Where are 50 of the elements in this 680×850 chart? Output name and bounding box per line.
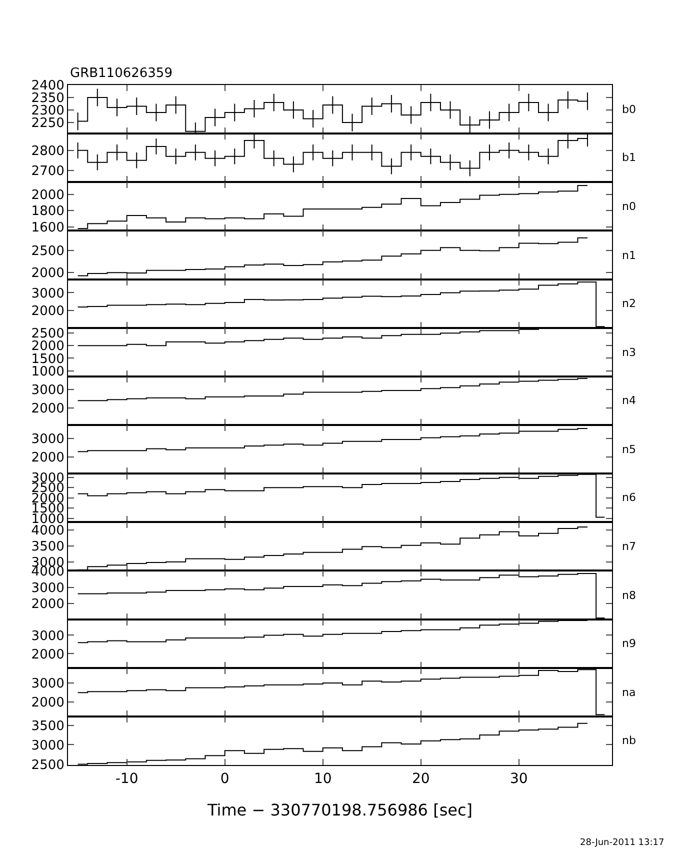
- series-label: n6: [622, 491, 636, 504]
- y-tick-label: 2500: [31, 244, 64, 259]
- y-tick-label: 2800: [31, 144, 64, 159]
- y-tick-label: 2000: [31, 339, 64, 354]
- y-tick-label: 2500: [31, 758, 64, 773]
- y-tick-label: 1000: [31, 364, 64, 380]
- y-tick-label: 2000: [31, 188, 64, 203]
- y-tick-label: 3000: [31, 383, 64, 398]
- x-tick-label: -10: [115, 770, 138, 787]
- y-tick-label: 2700: [31, 164, 64, 179]
- x-tick-label: 20: [412, 770, 430, 787]
- y-tick-label: 3000: [31, 628, 64, 644]
- y-tick-label: 2250: [31, 116, 64, 132]
- y-tick-label: 3000: [31, 286, 64, 302]
- text: n9: [622, 637, 636, 650]
- y-tick-label: 2000: [31, 597, 64, 612]
- text: 28-Jun-2011 13:17: [580, 838, 664, 848]
- y-tick-label: 2000: [31, 304, 64, 320]
- text: n5: [622, 443, 636, 456]
- y-tick-label: 2000: [31, 647, 64, 662]
- y-tick-label: 2000: [31, 450, 64, 466]
- y-tick-label: 3000: [31, 738, 64, 754]
- y-tick-label: 3000: [31, 676, 64, 692]
- x-tick-label: 0: [220, 770, 230, 787]
- text: n1: [622, 249, 636, 262]
- text: b1: [622, 151, 636, 164]
- text: n8: [622, 589, 636, 602]
- text: n7: [622, 540, 636, 553]
- text: n2: [622, 297, 636, 310]
- x-axis-title: Time − 330770198.756986 [sec]: [206, 800, 473, 820]
- text: nb: [622, 734, 636, 747]
- x-tick-label: 30: [510, 770, 528, 787]
- y-tick-label: 2000: [31, 696, 64, 711]
- text: n3: [622, 346, 636, 359]
- y-tick-label: 4000: [31, 524, 64, 539]
- x-tick-label: 10: [314, 770, 332, 787]
- y-tick-label: 3500: [31, 718, 64, 734]
- y-tick-label: 2000: [31, 402, 64, 417]
- text: b0: [622, 103, 636, 116]
- y-tick-label: 1600: [31, 220, 64, 236]
- text: n0: [622, 200, 636, 213]
- y-tick-label: 3500: [31, 540, 64, 555]
- y-tick-label: 3000: [31, 580, 64, 596]
- y-tick-label: 1800: [31, 204, 64, 220]
- text: n4: [622, 394, 636, 407]
- text: na: [622, 686, 636, 699]
- y-tick-label: 2000: [31, 266, 64, 282]
- y-tick-label: 1500: [31, 352, 64, 367]
- y-tick-label: 3000: [31, 432, 64, 448]
- chart-title: GRB110626359: [70, 66, 172, 81]
